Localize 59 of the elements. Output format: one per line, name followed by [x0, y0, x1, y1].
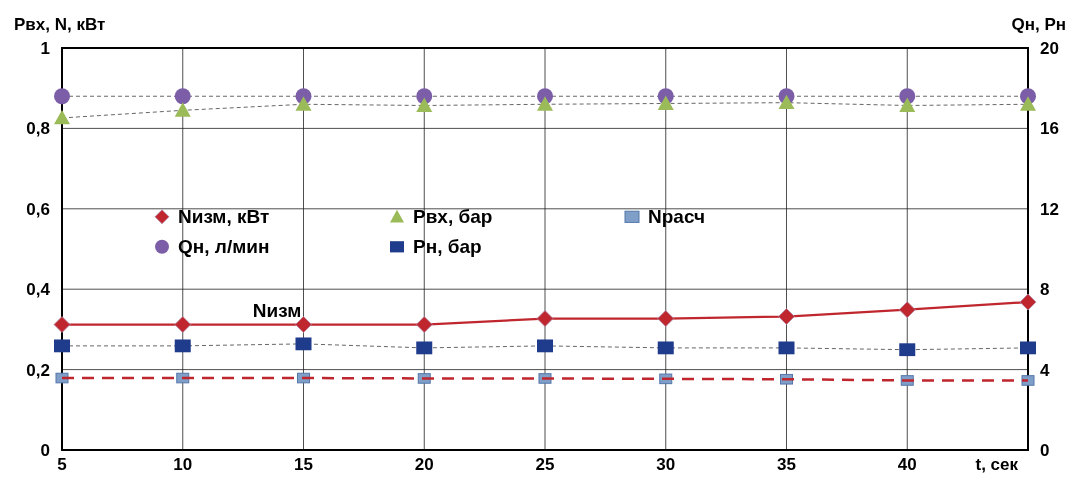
point: [295, 316, 312, 333]
legend-label: Nрасч: [648, 206, 705, 228]
point: [536, 310, 554, 327]
point: [295, 96, 312, 111]
point: [174, 102, 191, 117]
x-tick-label: 35: [777, 455, 796, 474]
y-tick-label: 0,2: [26, 360, 50, 380]
point: [657, 310, 675, 327]
y-axis-title: Pвх, N, кВт: [14, 15, 106, 34]
point: [54, 339, 70, 353]
legend-label: Pн, бар: [413, 236, 482, 258]
point: [54, 109, 70, 125]
point: [899, 97, 916, 112]
y2-tick-label: 16: [1040, 119, 1059, 139]
point: [898, 301, 916, 319]
point: [778, 94, 795, 110]
x-tick-label: 10: [173, 455, 193, 474]
y-tick-label: 0,4: [26, 280, 51, 300]
point: [899, 343, 916, 357]
point: [657, 341, 674, 355]
point: [174, 339, 191, 353]
x-tick-label: 15: [294, 455, 313, 474]
y2-tick-label: 12: [1040, 199, 1059, 219]
y-tick-label: 0: [40, 440, 50, 460]
x-tick-label: 20: [414, 455, 434, 474]
point: [295, 337, 312, 351]
x-tick-label: 30: [656, 455, 676, 474]
point: [55, 372, 69, 384]
point: [53, 316, 71, 333]
x-tick-label: 40: [897, 455, 917, 474]
point: [778, 341, 795, 355]
point: [537, 96, 553, 111]
point: [1020, 96, 1036, 111]
point: [416, 341, 433, 355]
legend-label: Nизм, кВт: [178, 206, 270, 228]
point: [174, 88, 191, 105]
point: [416, 97, 433, 112]
y2-axis-title: Qн, Pн: [1011, 15, 1066, 34]
point: [415, 316, 433, 333]
y2-tick-label: 0: [1040, 440, 1050, 460]
point: [1020, 341, 1036, 355]
legend-label: Qн, л/мин: [178, 236, 270, 258]
y-tick-label: 1: [40, 38, 50, 58]
y-tick-label: 0,8: [26, 119, 50, 139]
y2-tick-label: 8: [1040, 280, 1050, 300]
x-tick-label: 5: [57, 455, 67, 474]
point: [778, 308, 795, 325]
point: [174, 316, 192, 333]
point: [54, 88, 70, 105]
x-tick-label: 25: [535, 455, 555, 474]
annotation: Nизм: [252, 300, 302, 322]
y2-tick-label: 20: [1040, 38, 1059, 58]
x-axis-title: t, сек: [975, 455, 1019, 474]
point: [537, 339, 553, 353]
y2-tick-label: 4: [1040, 360, 1050, 380]
point: [657, 95, 674, 110]
y-tick-label: 0,6: [26, 199, 50, 219]
legend-label: Pвх, бар: [413, 206, 493, 228]
point: [1019, 293, 1037, 311]
